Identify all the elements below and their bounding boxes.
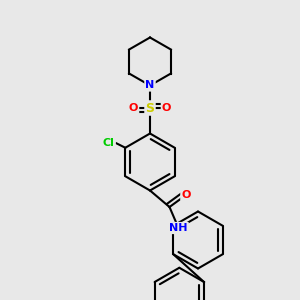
Text: O: O xyxy=(181,190,191,200)
Text: NH: NH xyxy=(169,223,188,233)
Text: S: S xyxy=(146,101,154,115)
Text: N: N xyxy=(146,80,154,91)
Text: O: O xyxy=(129,103,138,113)
Text: O: O xyxy=(162,103,171,113)
Text: Cl: Cl xyxy=(103,138,115,148)
